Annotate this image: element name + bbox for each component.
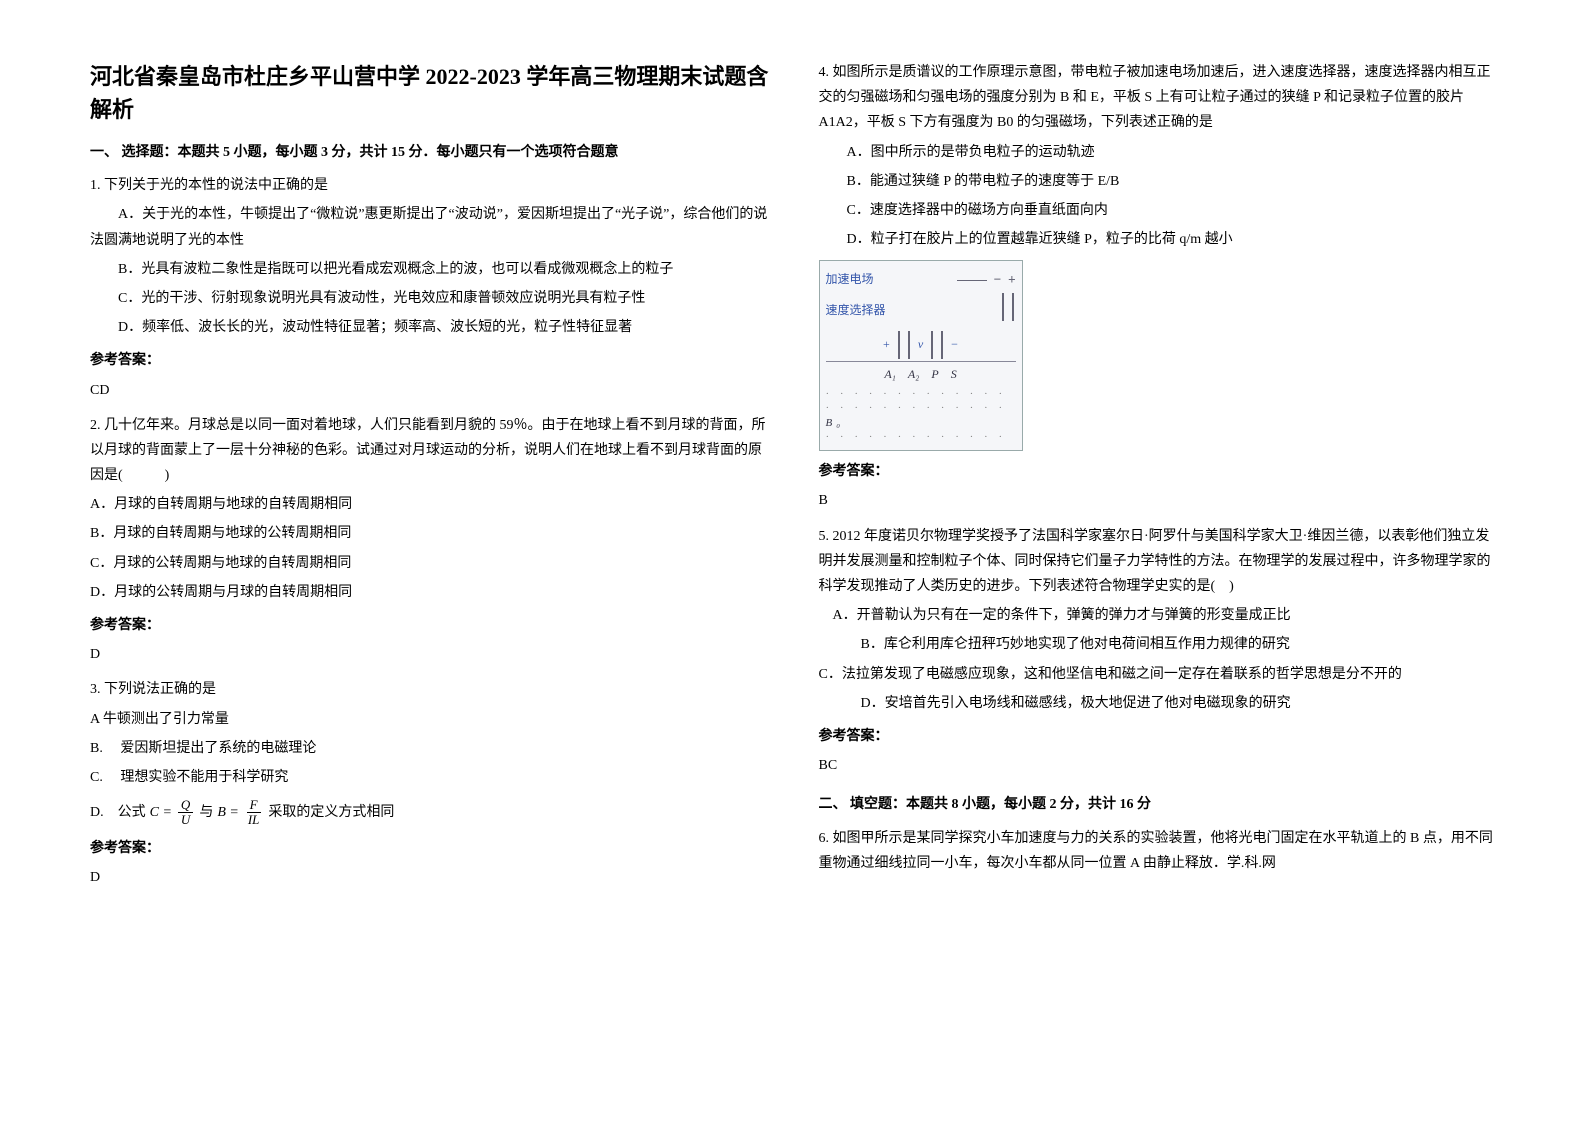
q1-stem: 1. 下列关于光的本性的说法中正确的是 [90,173,769,198]
fig-minus-2: − [951,334,958,356]
question-4: 4. 如图所示是质谱议的工作原理示意图，带电粒子被加速电场加速后，进入速度选择器… [819,60,1498,514]
fig-plus: + [1008,272,1015,286]
q1-opt-c: C．光的干涉、衍射现象说明光具有波动性，光电效应和康普顿效应说明光具有粒子性 [90,286,769,311]
q5-answer: BC [819,753,1498,778]
q1-answer-label: 参考答案： [90,348,769,373]
q4-opt-c: C．速度选择器中的磁场方向垂直纸面向内 [819,198,1498,223]
q2-answer-label: 参考答案： [90,613,769,638]
frac2-num: F [247,798,261,813]
fig-p: P [931,364,938,386]
q2-opt-a: A．月球的自转周期与地球的自转周期相同 [90,492,769,517]
fig-label-accel: 加速电场 [826,269,874,291]
fig-b0: B₀ [826,417,845,429]
frac1-num: Q [178,798,193,813]
frac1-den: U [178,813,193,827]
frac2-den: IL [245,813,263,827]
q5-opt-a: A．开普勒认为只有在一定的条件下，弹簧的弹力才与弹簧的形变量成正比 [819,603,1498,628]
q6-stem: 6. 如图甲所示是某同学探究小车加速度与力的关系的实验装置，他将光电门固定在水平… [819,826,1498,876]
fig-v: v [918,334,923,356]
q3-d-mid: 与 [199,800,213,825]
selector-bars-icon-3 [931,331,943,359]
q4-figure: 加速电场 − + 速度选择器 + v − [819,260,1498,451]
fig-field-dots: · · · · · · · · · · · · ·· · · · · · · ·… [826,387,1016,444]
question-5: 5. 2012 年度诺贝尔物理学奖授予了法国科学家塞尔日·阿罗什与美国科学家大卫… [819,524,1498,779]
fig-a1: A₁ [884,364,896,386]
q1-opt-b: B．光具有波粒二象性是指既可以把光看成宏观概念上的波，也可以看成微观概念上的粒子 [90,257,769,282]
q5-opt-b: B．库仑利用库仑扭秤巧妙地实现了他对电荷间相互作用力规律的研究 [819,632,1498,657]
question-6: 6. 如图甲所示是某同学探究小车加速度与力的关系的实验装置，他将光电门固定在水平… [819,826,1498,876]
q3-d-suffix: 采取的定义方式相同 [268,800,394,825]
q3-opt-b: B. 爱因斯坦提出了系统的电磁理论 [90,736,769,761]
q3-answer: D [90,865,769,890]
q5-stem: 5. 2012 年度诺贝尔物理学奖授予了法国科学家塞尔日·阿罗什与美国科学家大卫… [819,524,1498,600]
formula-c-lhs: C = [150,800,172,825]
selector-bars-icon [1002,293,1014,321]
q4-answer: B [819,488,1498,513]
q2-stem: 2. 几十亿年来。月球总是以同一面对着地球，人们只能看到月貌的 59％。由于在地… [90,413,769,489]
fig-plus-2: + [883,334,890,356]
q2-answer: D [90,642,769,667]
question-3: 3. 下列说法正确的是 A 牛顿测出了引力常量 B. 爱因斯坦提出了系统的电磁理… [90,677,769,790]
q3-d-prefix: D. 公式 [90,800,146,825]
page-title: 河北省秦皇岛市杜庄乡平山营中学 2022-2023 学年高三物理期末试题含解析 [90,60,769,126]
q3-stem: 3. 下列说法正确的是 [90,677,769,702]
q1-answer: CD [90,378,769,403]
question-3-continued: D. 公式 C = Q U 与 B = F IL 采取的定义方式相同 参考答案：… [90,798,769,890]
q1-opt-a: A．关于光的本性，牛顿提出了“微粒说”惠更斯提出了“波动说”，爱因斯坦提出了“光… [90,202,769,252]
q2-opt-d: D．月球的公转周期与月球的自转周期相同 [90,580,769,605]
fraction-q-over-u: Q U [178,798,193,828]
fig-s: S [951,364,957,386]
section-1-header: 一、 选择题：本题共 5 小题，每小题 3 分，共计 15 分．每小题只有一个选… [90,140,769,165]
selector-bars-icon-2 [898,331,910,359]
fig-label-selector: 速度选择器 [826,300,886,322]
fig-minus: − [994,272,1001,286]
q1-opt-d: D．频率低、波长长的光，波动性特征显著；频率高、波长短的光，粒子性特征显著 [90,315,769,340]
q3-opt-c: C. 理想实验不能用于科学研究 [90,765,769,790]
q5-answer-label: 参考答案： [819,724,1498,749]
q3-opt-a: A 牛顿测出了引力常量 [90,707,769,732]
q2-opt-c: C．月球的公转周期与地球的自转周期相同 [90,551,769,576]
fraction-f-over-il: F IL [245,798,263,828]
formula-b-lhs: B = [217,800,239,825]
q4-opt-b: B．能通过狭缝 P 的带电粒子的速度等于 E/B [819,169,1498,194]
section-2-header: 二、 填空题：本题共 8 小题，每小题 2 分，共计 16 分 [819,792,1498,817]
q4-stem: 4. 如图所示是质谱议的工作原理示意图，带电粒子被加速电场加速后，进入速度选择器… [819,60,1498,136]
q3-answer-label: 参考答案： [90,836,769,861]
q4-answer-label: 参考答案： [819,459,1498,484]
q2-opt-b: B．月球的自转周期与地球的公转周期相同 [90,521,769,546]
fig-a2: A₂ [908,364,920,386]
q4-opt-d: D．粒子打在胶片上的位置越靠近狭缝 P，粒子的比荷 q/m 越小 [819,227,1498,252]
q3-opt-d: D. 公式 C = Q U 与 B = F IL 采取的定义方式相同 [90,798,769,828]
question-2: 2. 几十亿年来。月球总是以同一面对着地球，人们只能看到月貌的 59％。由于在地… [90,413,769,668]
q5-opt-d: D．安培首先引入电场线和磁感线，极大地促进了他对电磁现象的研究 [819,691,1498,716]
q4-opt-a: A．图中所示的是带负电粒子的运动轨迹 [819,140,1498,165]
question-1: 1. 下列关于光的本性的说法中正确的是 A．关于光的本性，牛顿提出了“微粒说”惠… [90,173,769,403]
q5-opt-c: C．法拉第发现了电磁感应现象，这和他坚信电和磁之间一定存在着联系的哲学思想是分不… [819,662,1498,687]
